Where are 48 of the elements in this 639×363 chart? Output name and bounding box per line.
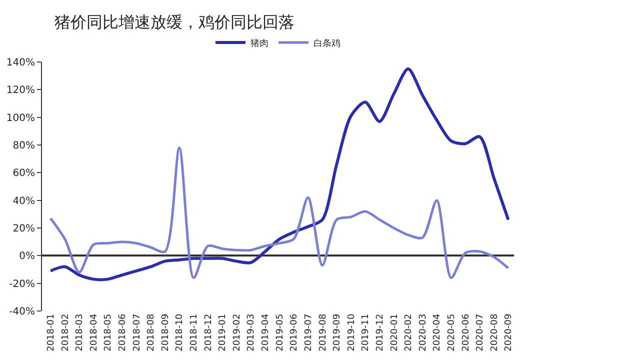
x-tick-label: 2020-06 xyxy=(461,314,472,352)
x-tick-label: 2018-05 xyxy=(104,314,114,352)
x-tick-label: 2018-01 xyxy=(46,314,57,352)
x-tick-label: 2020-09 xyxy=(504,314,514,352)
y-tick-label: -20% xyxy=(9,278,35,290)
x-tick-label: 2019-01 xyxy=(218,314,228,352)
x-tick-label: 2018-02 xyxy=(60,314,71,352)
x-tick-label: 2018-07 xyxy=(132,314,142,352)
x-tick-label: 2019-04 xyxy=(261,314,272,352)
x-tick-label: 2019-07 xyxy=(304,314,314,352)
x-tick-label: 2018-09 xyxy=(160,314,171,352)
chart-title: 猪价同比增速放缓，鸡价同比回落 xyxy=(54,12,294,32)
x-tick-label: 2019-09 xyxy=(332,314,343,352)
x-tick-label: 2018-08 xyxy=(146,314,157,352)
y-tick-label: 40% xyxy=(12,196,35,207)
x-tick-label: 2019-12 xyxy=(375,314,386,352)
x-tick-label: 2020-01 xyxy=(390,314,400,352)
x-tick-label: 2019-08 xyxy=(318,314,328,352)
y-tick-label: 60% xyxy=(12,168,35,180)
y-tick-label: 140% xyxy=(6,58,35,68)
x-tick-label: 2020-05 xyxy=(446,314,457,352)
legend-label: 猪肉 xyxy=(250,38,268,50)
x-tick-label: 2019-06 xyxy=(290,314,300,352)
x-tick-label: 2018-11 xyxy=(190,314,200,352)
x-tick-label: 2020-04 xyxy=(432,314,443,352)
y-tick-label: -40% xyxy=(9,306,35,318)
x-tick-label: 2019-02 xyxy=(232,314,242,352)
x-tick-label: 2020-07 xyxy=(476,314,486,352)
x-tick-label: 2020-02 xyxy=(404,314,414,352)
x-tick-label: 2018-04 xyxy=(89,314,100,352)
y-tick-label: 120% xyxy=(6,85,35,96)
y-tick-label: 80% xyxy=(12,140,35,152)
x-tick-label: 2019-11 xyxy=(361,314,372,352)
line-series xyxy=(49,146,510,280)
y-tick-label: 0% xyxy=(19,251,35,262)
x-tick-label: 2020-08 xyxy=(490,314,500,352)
x-tick-label: 2018-03 xyxy=(75,314,86,352)
line-series xyxy=(49,67,510,282)
x-tick-label: 2020-03 xyxy=(418,314,428,352)
x-tick-label: 2019-03 xyxy=(246,314,257,352)
legend-label: 白条鸡 xyxy=(314,38,340,50)
x-tick-label: 2018-12 xyxy=(204,314,214,352)
y-tick-label: 20% xyxy=(12,224,35,234)
x-tick-label: 2018-06 xyxy=(118,314,128,352)
x-tick-label: 2018-10 xyxy=(175,314,186,352)
y-tick-label: 100% xyxy=(6,112,35,124)
x-tick-label: 2019-10 xyxy=(346,314,357,352)
x-tick-label: 2019-05 xyxy=(275,314,286,352)
